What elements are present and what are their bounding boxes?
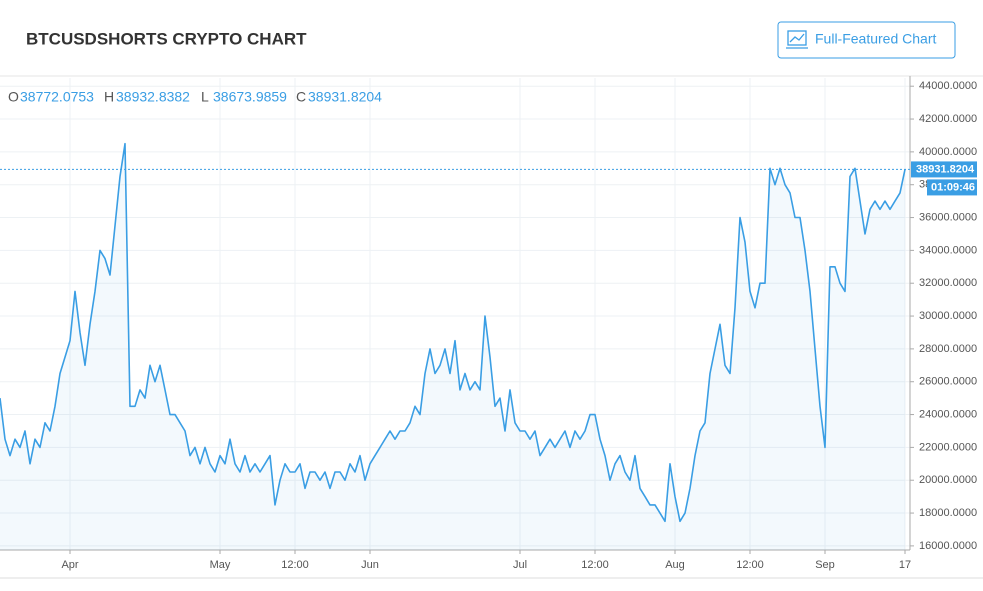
y-tick-label: 34000.0000: [919, 244, 977, 256]
price-line: [0, 142, 906, 523]
ohlc-key: O: [8, 89, 19, 105]
x-tick-label: Jun: [361, 559, 379, 571]
countdown-label: 01:09:46: [931, 181, 975, 193]
grid: [0, 78, 910, 550]
area-fill: [0, 143, 905, 550]
y-tick-label: 18000.0000: [919, 507, 977, 519]
x-tick-label: 12:00: [736, 559, 764, 571]
ohlc-key: C: [296, 89, 306, 105]
x-tick-label: Apr: [61, 559, 78, 571]
ohlc-value: 38673.9859: [213, 89, 287, 105]
y-tick-label: 26000.0000: [919, 376, 977, 388]
x-tick-label: 12:00: [581, 559, 609, 571]
y-tick-label: 40000.0000: [919, 146, 977, 158]
price-tag: [911, 161, 977, 178]
full-chart-button[interactable]: [777, 21, 956, 59]
button-label[interactable]: Full-Featured Chart: [815, 31, 936, 47]
y-tick-label: 32000.0000: [919, 277, 977, 289]
y-tick-label: 36000.0000: [919, 211, 977, 223]
y-tick-label: 22000.0000: [919, 441, 977, 453]
x-tick-label: 12:00: [281, 559, 309, 571]
ohlc-key: L: [201, 89, 209, 105]
y-tick-label: 16000.0000: [919, 540, 977, 552]
title: BTCUSDSHORTS CRYPTO CHART: [26, 29, 307, 48]
button-icon: [786, 30, 808, 49]
y-tick-label: 30000.0000: [919, 310, 977, 322]
x-tick-label: May: [210, 559, 231, 571]
ohlc-value: 38932.8382: [116, 89, 190, 105]
y-tick-label: 42000.0000: [919, 113, 977, 125]
x-tick-label: Jul: [513, 559, 527, 571]
x-tick-label: 17: [899, 559, 911, 571]
y-tick-label: 44000.0000: [919, 80, 977, 92]
y-tick-label: 24000.0000: [919, 408, 977, 420]
ohlc-key: H: [104, 89, 114, 105]
ohlc-value: 38772.0753: [20, 89, 94, 105]
y-tick-label: 20000.0000: [919, 474, 977, 486]
y-tick-label: 28000.0000: [919, 343, 977, 355]
price-tag-label: 38931.8204: [916, 163, 975, 175]
x-tick-label: Sep: [815, 559, 835, 571]
countdown-tag: [927, 179, 977, 196]
x-tick-label: Aug: [665, 559, 685, 571]
ohlc-value: 38931.8204: [308, 89, 382, 105]
